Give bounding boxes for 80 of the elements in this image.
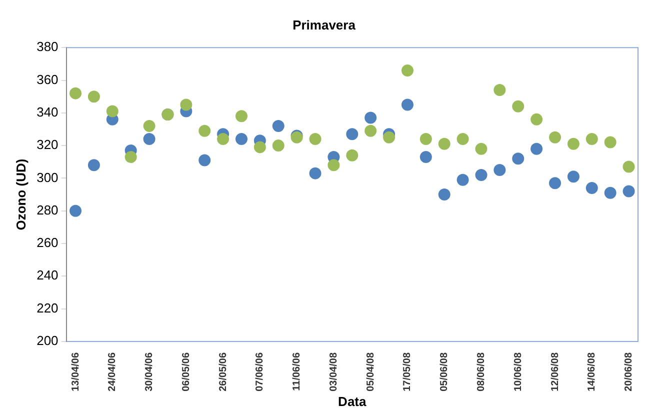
point xyxy=(475,168,488,181)
point xyxy=(143,133,156,146)
point xyxy=(567,138,580,150)
y-tick-label: 280 xyxy=(36,202,58,218)
point xyxy=(328,159,340,172)
point xyxy=(549,131,562,144)
point xyxy=(198,154,211,166)
point xyxy=(272,120,284,132)
point xyxy=(456,133,469,146)
point xyxy=(364,112,377,124)
y-tick-label: 240 xyxy=(36,268,58,283)
y-axis-title: Ozono (UD) xyxy=(13,158,28,230)
point xyxy=(235,133,248,146)
point xyxy=(475,142,488,155)
point xyxy=(567,170,580,183)
point xyxy=(235,110,248,122)
point xyxy=(512,100,524,112)
x-tick-label: 20/06/08 xyxy=(624,352,635,392)
point xyxy=(309,133,322,146)
x-tick-label: 10/06/08 xyxy=(512,352,524,392)
point xyxy=(438,188,450,201)
point xyxy=(309,167,322,180)
point xyxy=(254,141,266,154)
x-tick-label: 06/05/06 xyxy=(180,352,192,392)
point xyxy=(622,160,635,173)
y-tick-label: 260 xyxy=(36,235,58,250)
y-tick-label: 360 xyxy=(36,72,58,87)
point xyxy=(438,138,450,150)
x-tick-label: 30/04/06 xyxy=(144,352,156,392)
point xyxy=(530,142,543,155)
y-tick-label: 200 xyxy=(36,333,58,348)
point xyxy=(530,113,543,126)
chart-title: Primavera xyxy=(292,17,356,32)
point xyxy=(604,186,616,199)
x-tick-label: 05/06/08 xyxy=(439,352,450,392)
point xyxy=(420,133,432,146)
point xyxy=(494,84,506,96)
point xyxy=(70,87,82,100)
x-tick-label: 14/06/08 xyxy=(586,352,598,392)
point xyxy=(346,149,358,162)
point xyxy=(383,131,396,144)
point xyxy=(549,177,562,190)
point xyxy=(586,133,598,146)
x-tick-label: 17/05/08 xyxy=(402,352,414,392)
point xyxy=(272,140,284,152)
point xyxy=(88,90,100,103)
point xyxy=(70,204,82,217)
point xyxy=(586,182,598,194)
point xyxy=(106,105,118,118)
point xyxy=(346,128,358,140)
x-tick-label: 26/05/06 xyxy=(218,352,229,392)
y-tick-label: 320 xyxy=(36,137,58,152)
y-tick-label: 380 xyxy=(36,39,58,54)
x-axis-title: Data xyxy=(338,394,367,409)
y-tick-label: 300 xyxy=(36,170,58,185)
point xyxy=(217,133,230,146)
x-tick-label: 05/04/08 xyxy=(365,352,376,392)
x-tick-label: 24/04/06 xyxy=(107,352,118,392)
x-tick-label: 03/04/08 xyxy=(328,352,340,392)
y-tick-label: 340 xyxy=(36,104,58,120)
point xyxy=(198,124,211,137)
x-tick-label: 12/06/08 xyxy=(550,352,561,392)
point xyxy=(401,64,414,76)
point xyxy=(124,150,137,163)
y-tick-label: 220 xyxy=(36,300,58,316)
point xyxy=(180,98,192,111)
point xyxy=(420,150,432,163)
x-tick-label: 08/06/08 xyxy=(476,352,487,392)
point xyxy=(364,124,377,137)
point xyxy=(143,120,156,132)
point xyxy=(456,174,469,186)
point xyxy=(88,159,100,172)
x-tick-label: 13/04/06 xyxy=(70,352,82,392)
point xyxy=(512,152,524,165)
point xyxy=(494,164,506,176)
point xyxy=(604,136,616,148)
point xyxy=(401,98,414,111)
x-tick-label: 11/06/06 xyxy=(292,352,303,391)
point xyxy=(622,185,635,198)
x-tick-label: 07/06/06 xyxy=(254,352,266,392)
